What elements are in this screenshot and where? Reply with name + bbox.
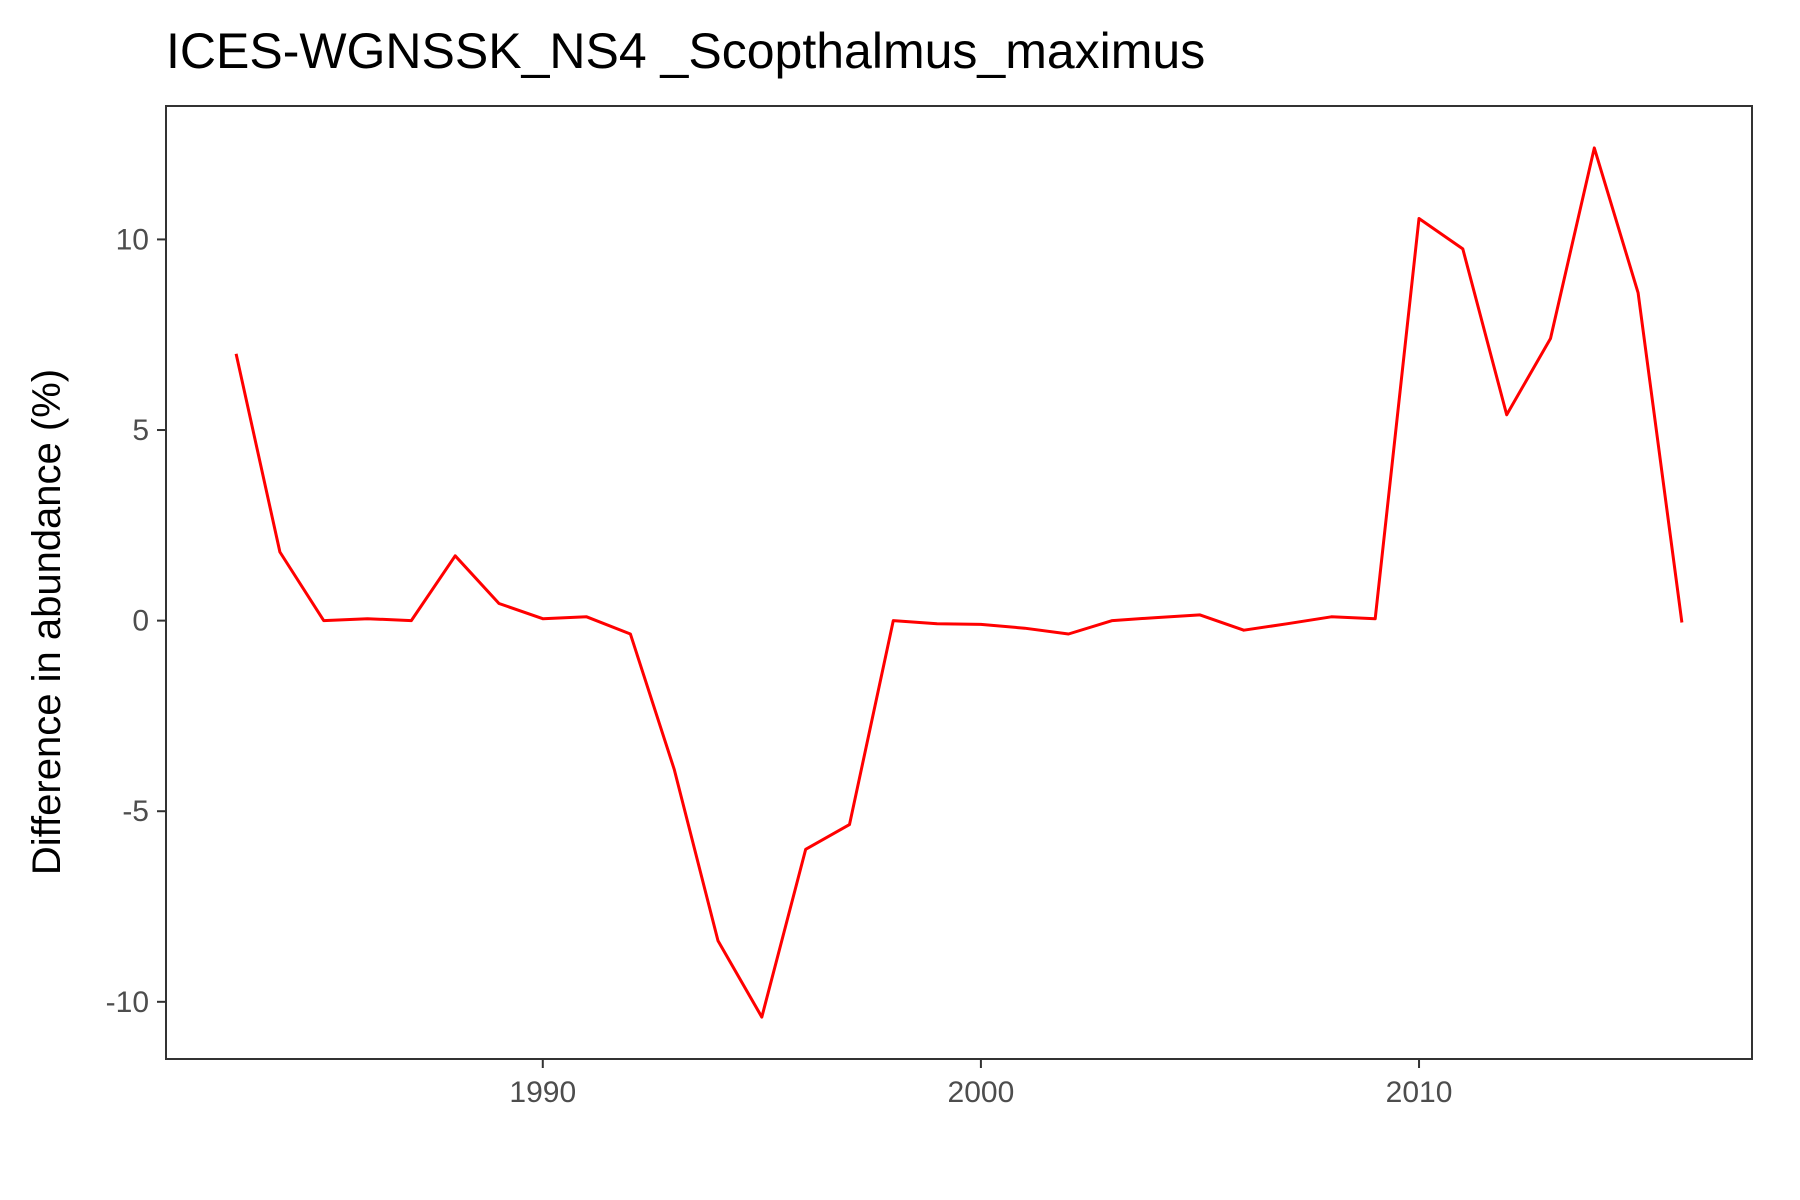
series-layer — [234, 146, 1684, 1019]
x-tick-label: 2010 — [1386, 1076, 1453, 1109]
y-tick-label: 5 — [132, 414, 149, 447]
x-tick-label: 1990 — [509, 1076, 576, 1109]
y-axis: -10 -5 0 5 10 — [106, 223, 166, 1019]
y-tick-label: -10 — [106, 986, 149, 1019]
y-tick-label: 0 — [132, 605, 149, 638]
plot-panel — [165, 105, 1753, 1060]
y-axis-title: Difference in abundance (%) — [25, 369, 69, 875]
x-axis: 1990 2000 2010 — [509, 1059, 1452, 1109]
y-tick-label: 10 — [116, 223, 149, 256]
y-tick-label: -5 — [122, 795, 149, 828]
x-tick-label: 2000 — [948, 1076, 1015, 1109]
chart-title: ICES-WGNSSK_NS4 _Scopthalmus_maximus — [166, 23, 1205, 79]
series-line — [234, 146, 1684, 1019]
